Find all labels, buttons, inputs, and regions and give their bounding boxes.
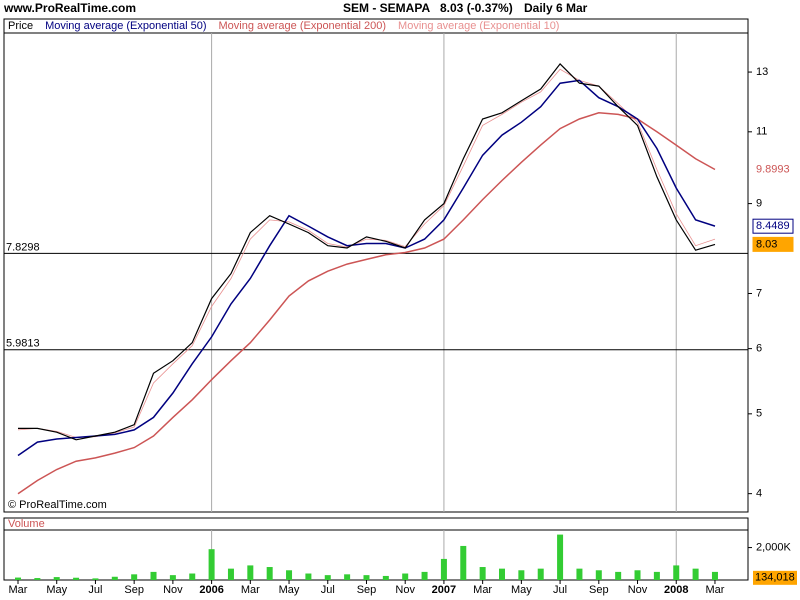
last-value-label: 8.4489 <box>756 220 790 232</box>
volume-bar <box>499 568 505 580</box>
legend-entry: Moving average (Exponential 50) <box>45 20 206 32</box>
volume-bar <box>711 571 718 580</box>
volume-bar <box>673 565 680 580</box>
x-tick-label: May <box>46 584 67 596</box>
series-line <box>18 62 716 441</box>
x-tick-label: Nov <box>628 584 648 596</box>
y-tick-label: 9 <box>756 197 762 209</box>
x-tick-label: May <box>511 584 532 596</box>
x-tick-label: Mar <box>9 584 28 596</box>
x-tick-label: Jul <box>553 584 567 596</box>
volume-bar <box>53 577 60 580</box>
x-tick-label: Sep <box>589 584 609 596</box>
volume-bar <box>305 573 312 580</box>
volume-bar <box>169 575 176 580</box>
y-tick-label: 6 <box>756 343 762 355</box>
x-tick-label: Nov <box>395 584 415 596</box>
volume-bar <box>421 571 428 580</box>
y-tick-label: 4 <box>756 488 762 500</box>
volume-bar <box>576 568 583 580</box>
volume-bar <box>479 567 486 580</box>
x-tick-label: May <box>279 584 300 596</box>
volume-bar <box>34 578 41 580</box>
x-tick-label: Sep <box>124 584 144 596</box>
volume-bar <box>247 565 254 580</box>
volume-bar <box>615 571 622 580</box>
legend-entry: Moving average (Exponential 10) <box>398 20 559 32</box>
volume-bar <box>227 568 234 580</box>
volume-bar <box>634 570 641 580</box>
last-value-box <box>752 218 794 234</box>
x-tick-label: 2007 <box>432 584 456 596</box>
volume-bar <box>111 576 118 580</box>
volume-bar <box>73 577 80 580</box>
date: 6 Mar <box>556 1 588 15</box>
y-tick-label: 7 <box>756 287 762 299</box>
volume-bar <box>286 570 293 580</box>
volume-bar <box>692 568 699 580</box>
symbol: SEM - SEMAPA <box>343 1 430 15</box>
last-value-box <box>753 162 793 177</box>
volume-panel <box>3 517 749 581</box>
volume-bar <box>92 578 99 580</box>
level-label: 7.8298 <box>6 241 40 253</box>
x-tick-label: Sep <box>357 584 377 596</box>
last-volume-box <box>753 570 797 585</box>
quote: 8.03 (-0.37%) <box>440 1 513 15</box>
volume-bar <box>189 573 196 580</box>
x-tick-label: Nov <box>163 584 183 596</box>
volume-bar <box>382 575 389 580</box>
volume-bar <box>363 575 370 580</box>
volume-bar <box>266 567 273 580</box>
y-tick-label: 13 <box>756 66 768 78</box>
x-tick-label: Jul <box>321 584 335 596</box>
volume-bar <box>460 545 467 580</box>
site: www.ProRealTime.com <box>3 1 136 15</box>
volume-bar <box>324 575 331 580</box>
level-label: 5.9813 <box>6 338 40 350</box>
volume-bar <box>402 573 409 580</box>
x-tick-label: Mar <box>705 584 724 596</box>
volume-bar <box>440 558 447 580</box>
volume-bar <box>537 568 544 580</box>
x-tick-label: Jul <box>88 584 102 596</box>
volume-bar <box>344 574 351 580</box>
volume-bar <box>131 574 138 580</box>
last-value-label: 9.8993 <box>756 163 790 175</box>
volume-bar <box>595 570 602 580</box>
volume-bar <box>15 577 21 580</box>
volume-bar <box>518 570 525 580</box>
y-tick-label: 5 <box>756 408 762 420</box>
x-tick-label: 2006 <box>199 584 223 596</box>
volume-bar <box>208 549 215 580</box>
x-tick-label: 2008 <box>664 584 688 596</box>
last-volume-label: 134,018 <box>755 572 795 584</box>
volume-bar <box>557 534 564 580</box>
volume-title: Volume <box>8 518 45 530</box>
volume-bar <box>150 571 157 580</box>
credit: © ProRealTime.com <box>8 499 107 511</box>
legend-entry: Price <box>8 20 33 32</box>
last-value-label: 8.03 <box>756 238 777 250</box>
y-tick-label: 2,000K <box>756 541 792 553</box>
period: Daily <box>524 1 553 15</box>
volume-bar <box>653 571 660 580</box>
x-tick-label: Mar <box>241 584 260 596</box>
price-panel <box>3 18 749 513</box>
series-line <box>17 79 716 457</box>
last-value-box <box>752 236 794 252</box>
y-tick-label: 11 <box>756 126 767 138</box>
legend-entry: Moving average (Exponential 200) <box>219 20 387 32</box>
series-line <box>17 112 716 495</box>
x-tick-label: Mar <box>473 584 492 596</box>
